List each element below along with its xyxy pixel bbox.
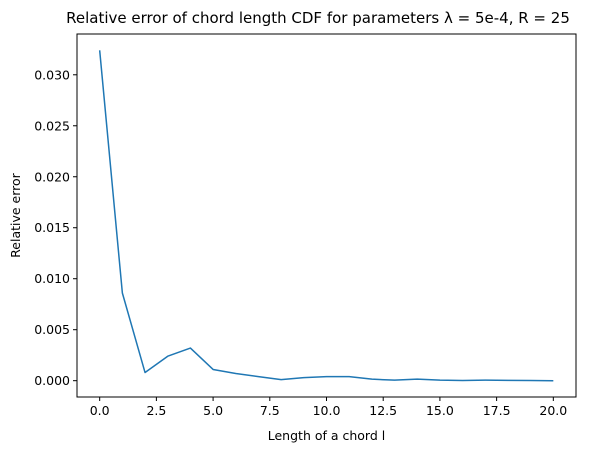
- x-tick-label: 12.5: [369, 403, 397, 418]
- x-tick-label: 10.0: [313, 403, 341, 418]
- y-axis: 0.000 0.005 0.010 0.015 0.020 0.025 0.030: [34, 67, 77, 388]
- chart-title: Relative error of chord length CDF for p…: [66, 9, 570, 27]
- x-axis: 0.0 2.5 5.0 7.5 10.0 12.5 15.0 17.5 20.0: [90, 397, 567, 418]
- x-tick-label: 2.5: [146, 403, 166, 418]
- y-axis-label: Relative error: [8, 172, 23, 258]
- plot-area: [76, 33, 577, 398]
- y-tick-label: 0.005: [34, 322, 70, 337]
- x-tick-label: 7.5: [260, 403, 280, 418]
- y-tick-label: 0.010: [34, 271, 70, 286]
- series-layer: [98, 50, 554, 382]
- y-tick-label: 0.000: [34, 373, 70, 388]
- y-tick-label: 0.025: [34, 118, 70, 133]
- x-tick-label: 0.0: [90, 403, 110, 418]
- x-tick-label: 5.0: [203, 403, 223, 418]
- x-tick-label: 17.5: [483, 403, 511, 418]
- y-tick-label: 0.020: [34, 169, 70, 184]
- series-line: [98, 50, 554, 382]
- x-tick-label: 20.0: [539, 403, 567, 418]
- axes-frame: [76, 33, 577, 398]
- y-tick-label: 0.015: [34, 220, 70, 235]
- x-axis-label: Length of a chord l: [268, 428, 386, 443]
- x-tick-label: 15.0: [426, 403, 454, 418]
- y-tick-label: 0.030: [34, 67, 70, 82]
